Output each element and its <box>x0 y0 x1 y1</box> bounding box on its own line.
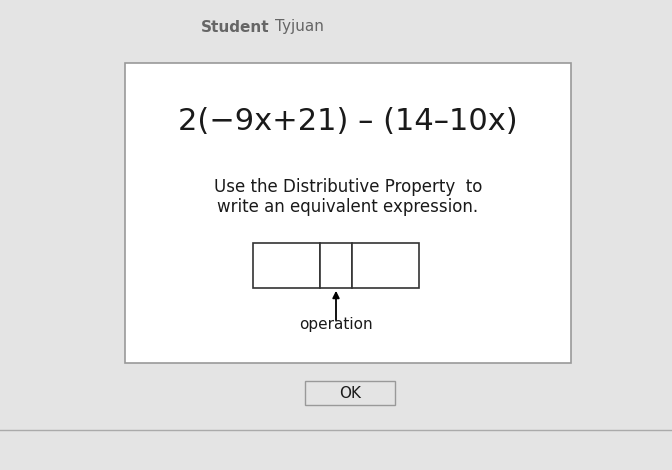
Text: 2(−9x+21) – (14–10x): 2(−9x+21) – (14–10x) <box>178 108 518 136</box>
Bar <box>352 243 419 288</box>
Text: Tyjuan: Tyjuan <box>275 19 324 34</box>
Bar <box>253 243 320 288</box>
Text: Use the Distributive Property  to: Use the Distributive Property to <box>214 178 482 196</box>
Text: OK: OK <box>339 385 361 400</box>
Text: write an equivalent expression.: write an equivalent expression. <box>218 198 478 216</box>
Bar <box>305 381 395 405</box>
Text: operation: operation <box>299 318 373 332</box>
Text: Student: Student <box>202 19 270 34</box>
Bar <box>125 63 571 363</box>
Bar <box>320 243 352 288</box>
